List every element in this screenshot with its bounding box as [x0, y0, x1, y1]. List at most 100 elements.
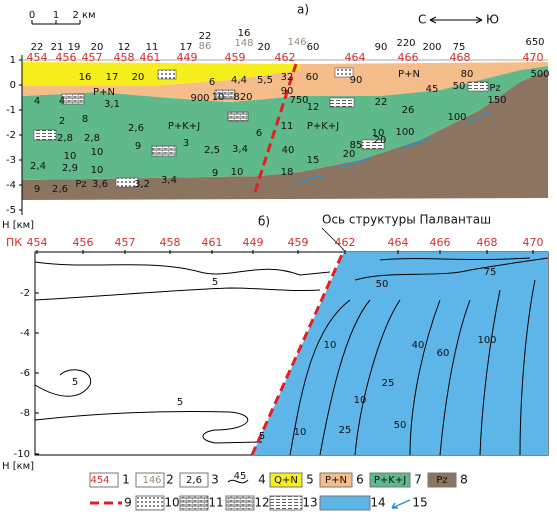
value-label: 22: [375, 97, 388, 108]
legend-number: 4: [258, 473, 266, 487]
value-label: 2,4: [30, 161, 46, 172]
contour-label: 5: [259, 431, 265, 442]
station-label: 146: [287, 37, 306, 48]
contour-label: 5: [72, 377, 78, 388]
value-label: 80: [461, 69, 474, 80]
section-b: [34, 249, 549, 456]
legend-symbol: Pz: [436, 475, 447, 486]
depth-tick-label: 1: [10, 55, 16, 66]
flow-arrows: [297, 111, 491, 183]
station-label: 21: [51, 42, 64, 53]
value-label: 6: [256, 128, 262, 139]
value-label: 2,6: [128, 123, 144, 134]
contour-label: 5: [177, 397, 183, 408]
pattern-box: [214, 89, 236, 100]
legend-number: 1: [122, 473, 130, 487]
station-label: 16: [238, 28, 251, 39]
legend-number: 10: [164, 496, 179, 510]
station-label: 12: [118, 42, 131, 53]
value-label: P+K+J: [168, 121, 200, 132]
value-label: 40: [282, 145, 295, 156]
pk-label: 462: [275, 51, 296, 64]
contour-label: 40: [412, 340, 425, 351]
legend-symbol: P+N: [325, 475, 347, 486]
value-label: 500: [530, 69, 549, 80]
depth-tick-label: -6: [20, 368, 30, 379]
value-label: 10: [91, 147, 104, 158]
pk-label: ПК: [6, 236, 22, 249]
pk-label: 464: [345, 51, 366, 64]
contour-label: 10: [354, 395, 367, 406]
value-label: 2,9: [62, 163, 78, 174]
pattern-box: [467, 81, 489, 92]
value-label: 10: [64, 151, 77, 162]
axis-title: Ось структуры Палванташ: [322, 213, 491, 227]
value-label: 60: [306, 72, 319, 83]
station-label: 22: [199, 31, 212, 42]
value-label: 10: [212, 92, 225, 103]
value-label: 10: [372, 128, 385, 139]
value-label: Pz: [489, 83, 500, 94]
value-label: 2,8: [57, 133, 73, 144]
depth-tick-label: -8: [20, 408, 30, 419]
legend-symbol: 2,6: [186, 475, 202, 486]
scale-label: 2 км: [72, 10, 95, 21]
value-label: 20: [132, 72, 145, 83]
value-label: 2,8: [84, 133, 100, 144]
value-label: 17: [106, 72, 119, 83]
pk-label: 462: [335, 236, 356, 249]
legend-number: 12: [254, 496, 269, 510]
contour-label: 10: [294, 427, 307, 438]
depth-tick-label: -5: [6, 205, 16, 216]
pk-label: 454: [27, 51, 48, 64]
depth-label: H [км]: [2, 220, 34, 231]
value-label: 9: [212, 168, 218, 179]
depth-tick-label: -10: [14, 449, 30, 460]
value-label: 26: [402, 105, 415, 116]
legend: [89, 472, 457, 511]
contour-label: 100: [477, 335, 496, 346]
value-label: 3,6: [92, 179, 108, 190]
depth-label: H [км]: [2, 461, 34, 472]
pk-label: 459: [288, 236, 309, 249]
legend-symbol: Q+N: [274, 475, 298, 486]
value-label: Pz: [75, 179, 86, 190]
contour-label: 75: [484, 267, 497, 278]
depth-tick-label: 0: [10, 80, 16, 91]
contour-label: 60: [437, 348, 450, 359]
value-label: 4,4: [231, 75, 247, 86]
contour-label: 25: [339, 425, 352, 436]
depth-tick-label: -4: [6, 180, 16, 191]
pk-label: 459: [225, 51, 246, 64]
value-label: 9: [34, 184, 40, 195]
legend-symbol: 45: [234, 471, 247, 482]
depth-tick-label: -2: [6, 130, 16, 141]
value-label: 90: [350, 75, 363, 86]
pk-label: 449: [177, 51, 198, 64]
panel-label: б): [258, 215, 270, 229]
pk-label: 468: [477, 236, 498, 249]
value-label: 750: [289, 95, 308, 106]
value-label: 85: [350, 140, 363, 151]
value-label: 2: [59, 116, 65, 127]
pk-label: 468: [450, 51, 471, 64]
scale-label: 1: [53, 10, 59, 21]
legend-number: 13: [302, 496, 317, 510]
legend-number: 3: [211, 473, 219, 487]
pk-label: 461: [140, 51, 161, 64]
station-label: 86: [199, 41, 212, 52]
pk-label: 454: [27, 236, 48, 249]
value-label: 50: [453, 81, 466, 92]
value-label: 18: [281, 167, 294, 178]
value-label: 4: [34, 96, 40, 107]
scale-bar: 0 1 2 км: [29, 10, 96, 25]
pk-label: 458: [114, 51, 135, 64]
scale-label: 0: [29, 10, 35, 21]
layer-pz: [22, 70, 548, 200]
pk-label: 457: [115, 236, 136, 249]
pk-label: 458: [160, 236, 181, 249]
pk-label: 449: [243, 236, 264, 249]
station-label: 20: [91, 42, 104, 53]
station-label: 11: [146, 42, 159, 53]
